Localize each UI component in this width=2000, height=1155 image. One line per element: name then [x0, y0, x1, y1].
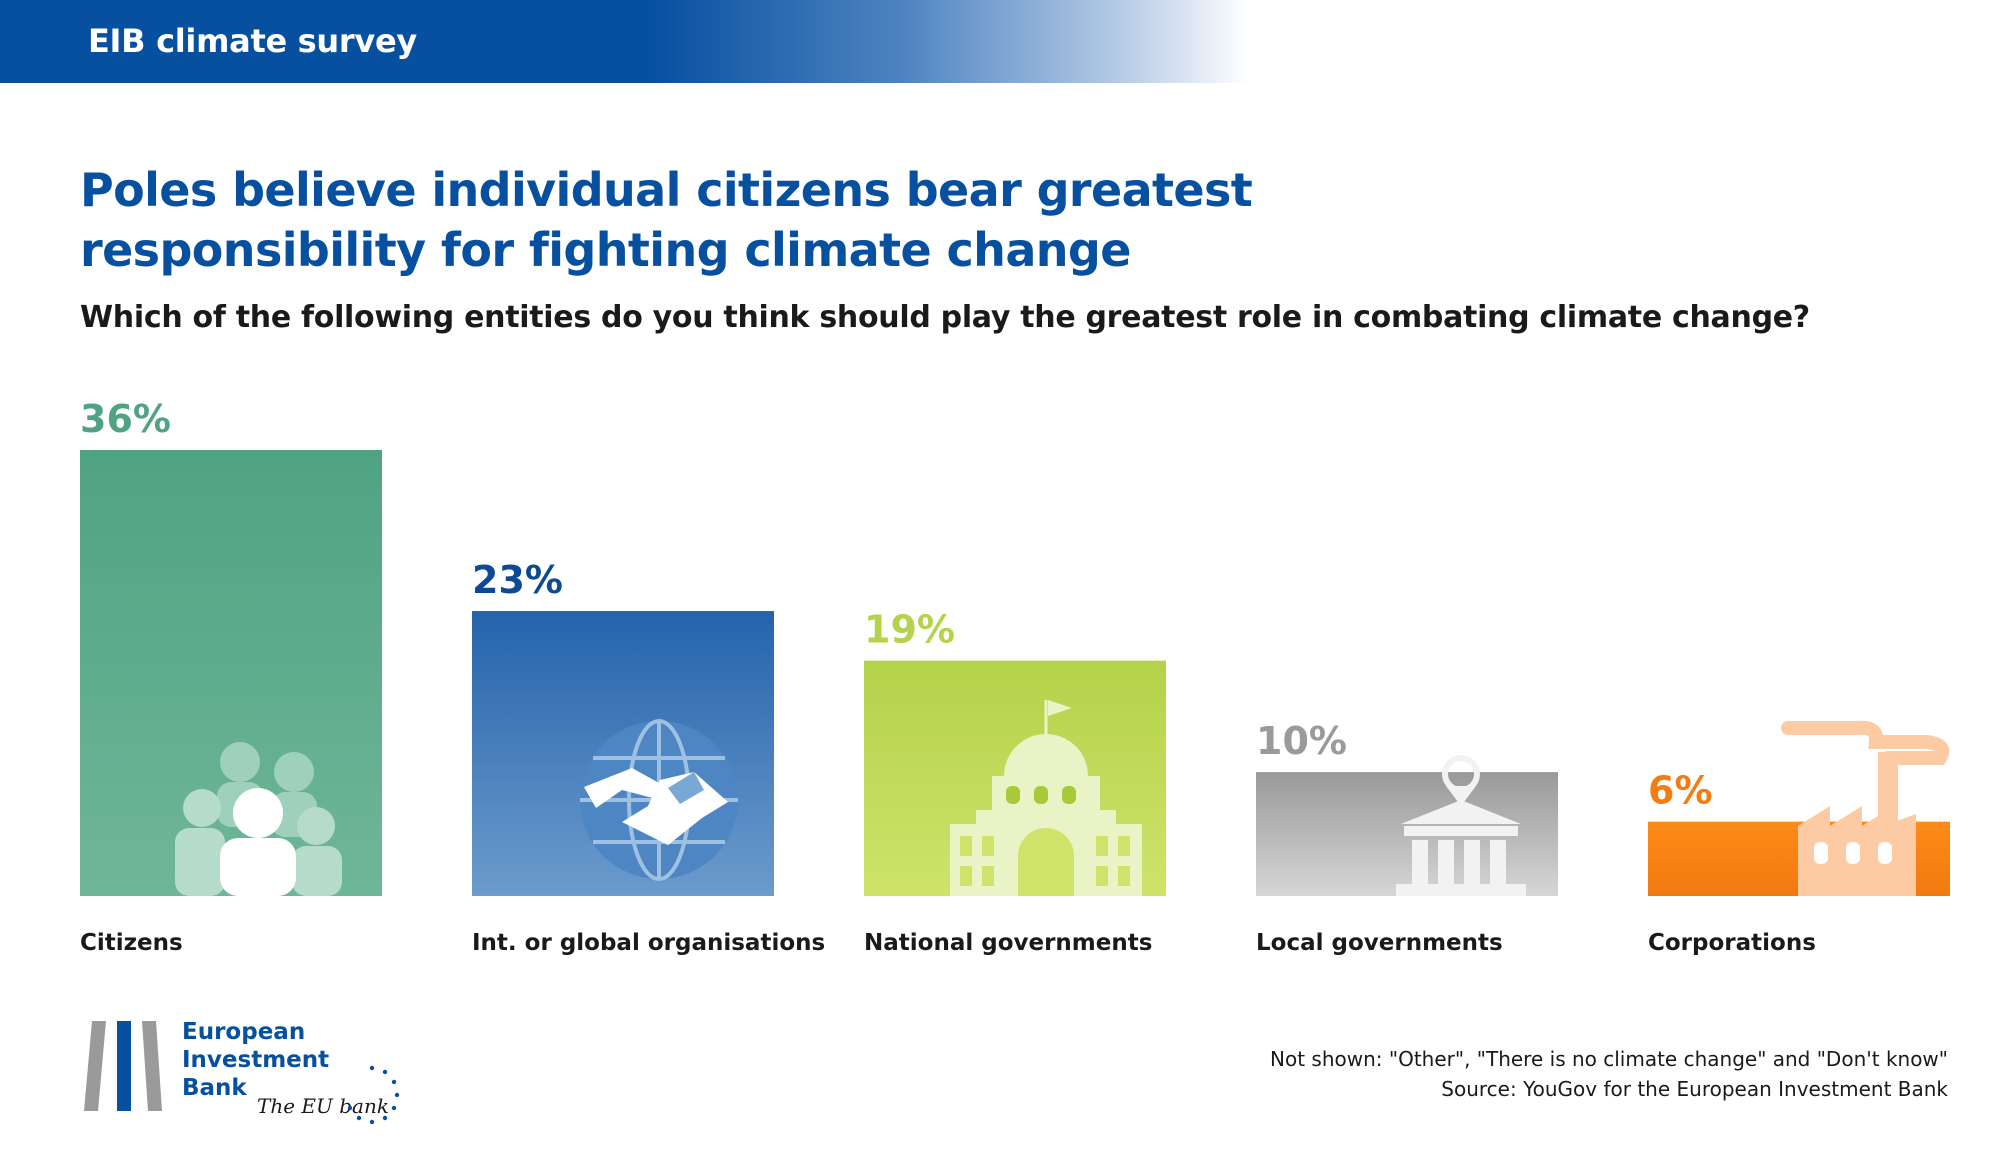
eib-logo-mark-icon — [84, 1021, 162, 1111]
category-label-3: National governments — [864, 930, 1152, 956]
logo-line-2: Investment — [182, 1047, 330, 1073]
chart-subtitle: Which of the following entities do you t… — [80, 300, 1810, 335]
category-label-1: Citizens — [80, 930, 183, 956]
header-label: EIB climate survey — [88, 22, 417, 60]
factory-icon — [1781, 720, 1950, 896]
value-label-1: 36% — [80, 397, 171, 441]
footnote-not-shown: Not shown: "Other", "There is no climate… — [1270, 1047, 1948, 1071]
town-hall-icon — [1396, 755, 1526, 896]
footnote: Not shown: "Other", "There is no climate… — [1270, 1044, 1948, 1104]
logo-line-3: Bank — [182, 1075, 247, 1101]
category-label-4: Local governments — [1256, 930, 1503, 956]
value-label-3: 19% — [864, 608, 955, 652]
header-bar: EIB climate survey — [0, 0, 1250, 83]
chart-title: Poles believe individual citizens bear g… — [80, 163, 1253, 277]
category-label-5: Corporations — [1648, 930, 1816, 956]
value-label-4: 10% — [1256, 719, 1347, 763]
capitol-building-icon — [950, 700, 1142, 896]
value-label-5: 6% — [1648, 769, 1713, 813]
globe-handshake-icon — [580, 719, 738, 881]
bar-1 — [80, 450, 382, 896]
people-group-icon — [175, 742, 342, 896]
eib-logo: European Investment Bank The EU bank — [82, 1018, 412, 1134]
logo-line-1: European — [182, 1019, 306, 1045]
logo-slogan: The EU bank — [257, 1094, 389, 1118]
eu-stars-icon — [347, 1065, 400, 1125]
footnote-source: Source: YouGov for the European Investme… — [1441, 1077, 1948, 1101]
value-label-2: 23% — [472, 558, 563, 602]
category-label-2: Int. or global organisations — [472, 930, 825, 956]
eib-logo-text: European Investment Bank — [182, 1018, 329, 1102]
